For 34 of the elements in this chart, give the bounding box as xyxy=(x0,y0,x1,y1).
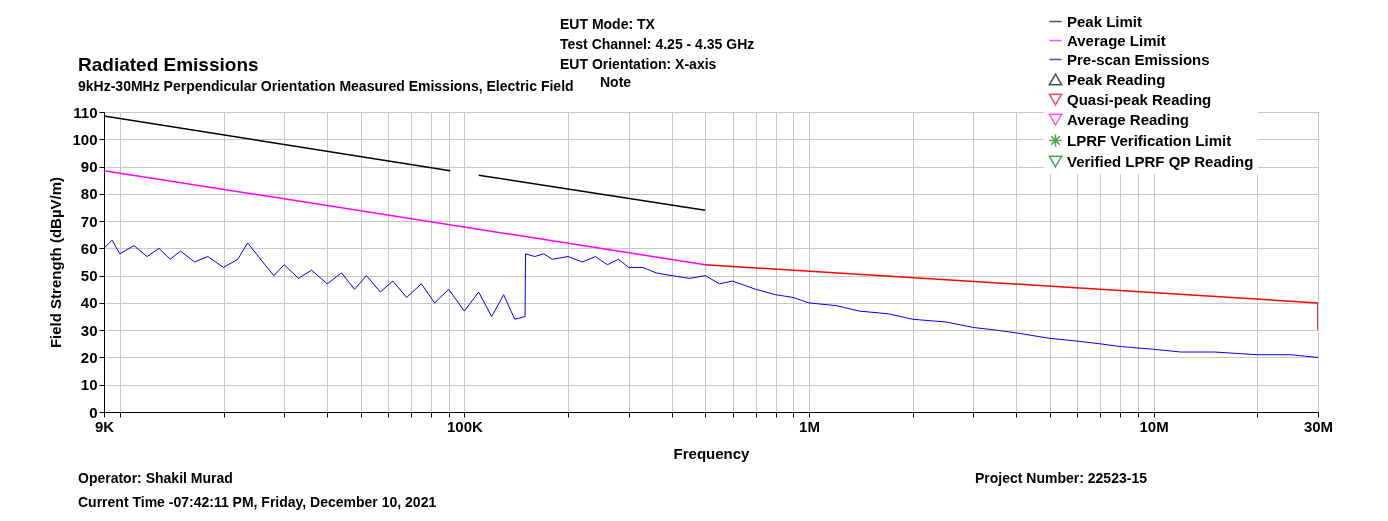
text: Project Number: 22523-15 xyxy=(975,470,1147,486)
x-tick-label: 1M xyxy=(799,417,820,435)
chart-subtitle: 9kHz-30MHz Perpendicular Orientation Measured Emissions, Electric Field xyxy=(78,78,574,94)
text: Current Time -07:42:11 PM, Friday, December 10, 2021 xyxy=(78,494,437,510)
x-tick-label: 100K xyxy=(446,417,483,435)
legend-label: Average Reading xyxy=(1067,110,1189,128)
y-tick-label: 80 xyxy=(80,185,98,203)
y-tick-label: 70 xyxy=(80,212,98,230)
y-tick-label: 50 xyxy=(80,267,98,285)
text: Note xyxy=(600,74,632,90)
y-tick-label: 60 xyxy=(80,239,98,257)
text: Operator: Shakil Murad xyxy=(78,470,233,486)
y-tick-label: 100 xyxy=(72,130,98,148)
y-tick-label: 20 xyxy=(80,348,98,366)
y-tick-label: 110 xyxy=(73,103,98,121)
y-axis-title: Field Strength (dBµV/m) xyxy=(47,176,65,349)
text: EUT Orientation: X-axis xyxy=(560,56,717,72)
legend-label: Pre-scan Emissions xyxy=(1067,50,1210,68)
chart-title: Radiated Emissions xyxy=(78,54,259,76)
legend-label: Quasi-peak Reading xyxy=(1067,90,1212,108)
legend-label: Peak Reading xyxy=(1067,70,1166,88)
x-tick-label: 10M xyxy=(1139,417,1169,435)
text: EUT Mode: TX xyxy=(560,16,655,32)
legend-label: LPRF Verification Limit xyxy=(1067,131,1232,149)
legend-label: Verified LPRF QP Reading xyxy=(1067,152,1254,170)
y-tick-label: 30 xyxy=(80,321,98,339)
y-tick-label: 10 xyxy=(80,376,98,394)
x-axis-title: Frequency xyxy=(673,444,751,462)
y-tick-label: 40 xyxy=(80,294,98,312)
x-tick-label: 30M xyxy=(1303,417,1334,435)
legend-label: Peak Limit xyxy=(1067,12,1143,30)
legend-label: Average Limit xyxy=(1067,31,1166,49)
y-tick-label: 90 xyxy=(80,158,98,176)
text: Test Channel: 4.25 - 4.35 GHz xyxy=(560,36,755,52)
